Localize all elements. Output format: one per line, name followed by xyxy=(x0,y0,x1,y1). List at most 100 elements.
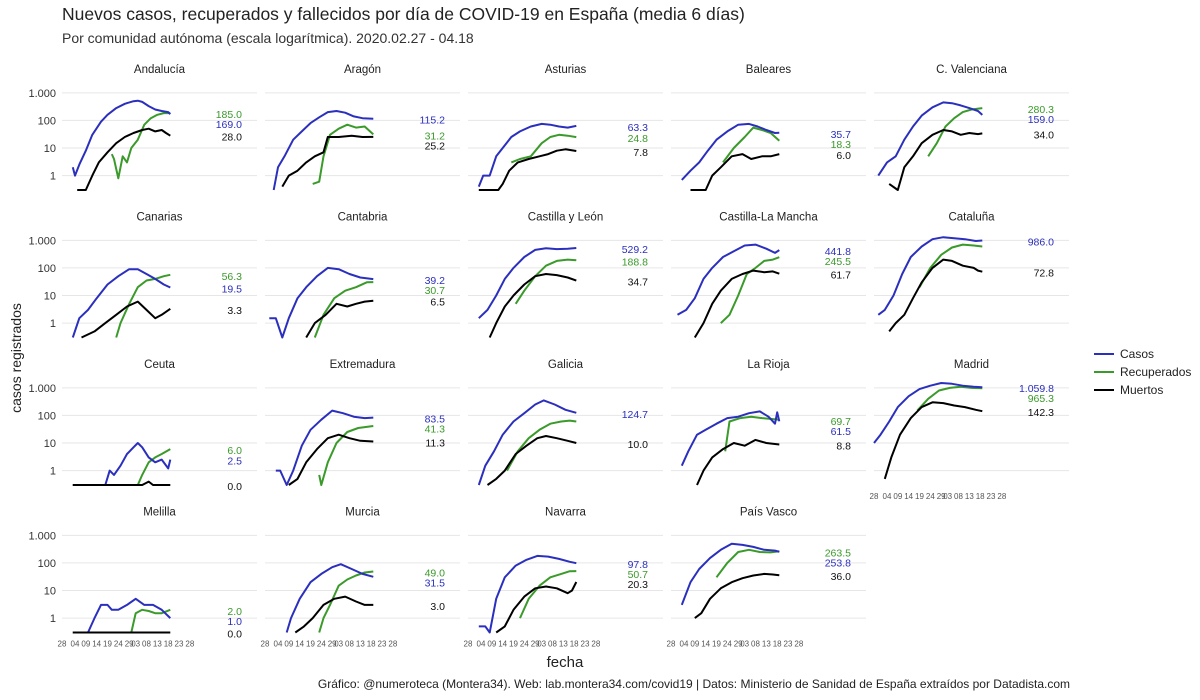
series-line-recuperados xyxy=(916,385,983,412)
x-tick-label: 24 xyxy=(723,640,732,649)
end-label-muertos: 10.0 xyxy=(628,439,649,451)
x-tick-label: 23 xyxy=(175,640,184,649)
panel-galicia: Galicia 124.7 10.0 xyxy=(468,359,663,486)
x-tick-label: 23 xyxy=(581,640,590,649)
end-label-recuperados: 50.7 xyxy=(628,569,649,581)
end-label-muertos: 0.0 xyxy=(227,629,242,641)
x-tick-label: 29 xyxy=(328,640,337,649)
end-label-muertos: 142.3 xyxy=(1028,407,1054,419)
panel-title: Asturias xyxy=(545,64,587,76)
x-tick-label: 19 xyxy=(712,640,721,649)
end-label-recuperados: 69.7 xyxy=(831,416,852,428)
panel-title: Melilla xyxy=(143,507,176,519)
x-tick-label: 18 xyxy=(773,640,782,649)
x-tick-label: 08 xyxy=(345,640,354,649)
series-line-muertos xyxy=(888,129,983,191)
series-line-recuperados xyxy=(115,273,171,338)
end-label-muertos: 72.8 xyxy=(1034,268,1055,280)
x-tick-label: 19 xyxy=(915,492,924,501)
x-tick-label: 04 xyxy=(883,492,892,501)
panel-title: Castilla-La Mancha xyxy=(719,212,818,224)
y-tick-label: 10 xyxy=(44,143,56,155)
x-tick-label: 09 xyxy=(690,640,699,649)
end-label-muertos: 7.8 xyxy=(633,147,648,159)
end-label-recuperados: 965.3 xyxy=(1028,393,1054,405)
x-tick-label: 04 xyxy=(274,640,283,649)
end-label-casos: 31.5 xyxy=(425,577,446,589)
x-tick-label: 13 xyxy=(153,640,162,649)
end-label-casos: 253.8 xyxy=(825,557,851,569)
y-tick-label: 1.000 xyxy=(28,88,56,100)
y-tick-label: 1.000 xyxy=(28,235,56,247)
series-line-casos xyxy=(285,563,374,633)
series-line-muertos xyxy=(488,273,577,338)
x-tick-label: 14 xyxy=(701,640,710,649)
end-label-recuperados: 49.0 xyxy=(425,567,446,579)
y-tick-label: 1.000 xyxy=(28,530,56,542)
x-tick-label: 13 xyxy=(965,492,974,501)
end-label-recuperados: 263.5 xyxy=(825,547,851,559)
y-tick-label: 100 xyxy=(38,115,56,127)
x-tick-label: 23 xyxy=(784,640,793,649)
y-tick-label: 1 xyxy=(50,318,56,330)
series-line-muertos xyxy=(478,148,577,191)
x-tick-label: 18 xyxy=(164,640,173,649)
end-label-recuperados: 188.8 xyxy=(622,256,648,268)
series-line-recuperados xyxy=(312,123,374,185)
end-label-muertos: 34.7 xyxy=(628,277,649,289)
x-tick-label: 24 xyxy=(520,640,529,649)
legend-label-casos: Casos xyxy=(1120,347,1155,361)
end-label-recuperados: 56.3 xyxy=(222,271,243,283)
series-line-recuperados xyxy=(722,126,780,163)
series-line-casos xyxy=(677,243,780,316)
end-label-casos: 35.7 xyxy=(831,129,852,141)
series-line-recuperados xyxy=(318,570,374,633)
x-tick-label: 29 xyxy=(937,492,946,501)
x-tick-label: 08 xyxy=(751,640,760,649)
series-line-muertos xyxy=(690,153,780,191)
x-tick-label: 03 xyxy=(334,640,343,649)
panel-title: Andalucía xyxy=(134,64,186,76)
x-tick-label: 03 xyxy=(131,640,140,649)
end-label-casos: 19.5 xyxy=(222,284,243,296)
end-label-casos: 1.059.8 xyxy=(1019,383,1054,395)
series-line-casos xyxy=(680,542,780,606)
panel-title: Castilla y León xyxy=(528,212,603,224)
panel-title: C. Valenciana xyxy=(936,64,1007,76)
panel-extremadura: Extremadura 83.541.3 11.3 xyxy=(265,359,460,486)
end-label-muertos: 25.2 xyxy=(425,140,446,152)
series-line-recuperados xyxy=(519,570,577,619)
end-label-casos: 159.0 xyxy=(1028,114,1054,126)
y-tick-label: 100 xyxy=(38,410,56,422)
end-label-muertos: 28.0 xyxy=(222,132,243,144)
panel-asturias: Asturias 63.324.8 7.8 xyxy=(468,64,663,191)
series-line-muertos xyxy=(696,438,780,486)
legend-item-casos: Casos xyxy=(1094,345,1191,363)
x-tick-label: 28 xyxy=(870,492,879,501)
end-label-casos: 124.7 xyxy=(622,409,648,421)
chart-title: Nuevos casos, recuperados y fallecidos p… xyxy=(62,4,745,24)
x-tick-label: 19 xyxy=(103,640,112,649)
series-line-casos xyxy=(873,382,983,444)
y-tick-label: 100 xyxy=(38,558,56,570)
end-label-muertos: 36.0 xyxy=(831,571,852,583)
x-tick-label: 29 xyxy=(734,640,743,649)
y-tick-label: 1.000 xyxy=(28,383,56,395)
end-label-muertos: 20.3 xyxy=(628,579,649,591)
series-line-muertos xyxy=(294,595,374,634)
legend-label-recuperados: Recuperados xyxy=(1120,365,1192,379)
x-tick-label: 23 xyxy=(378,640,387,649)
x-tick-label: 04 xyxy=(71,640,80,649)
x-tick-label: 19 xyxy=(306,640,315,649)
panel-title: Murcia xyxy=(345,507,380,519)
series-line-muertos xyxy=(72,480,171,486)
series-line-casos xyxy=(72,442,172,486)
end-label-muertos: 3.0 xyxy=(430,601,445,613)
series-line-recuperados xyxy=(715,548,780,578)
series-line-casos xyxy=(478,247,577,319)
series-line-recuperados xyxy=(318,425,374,486)
